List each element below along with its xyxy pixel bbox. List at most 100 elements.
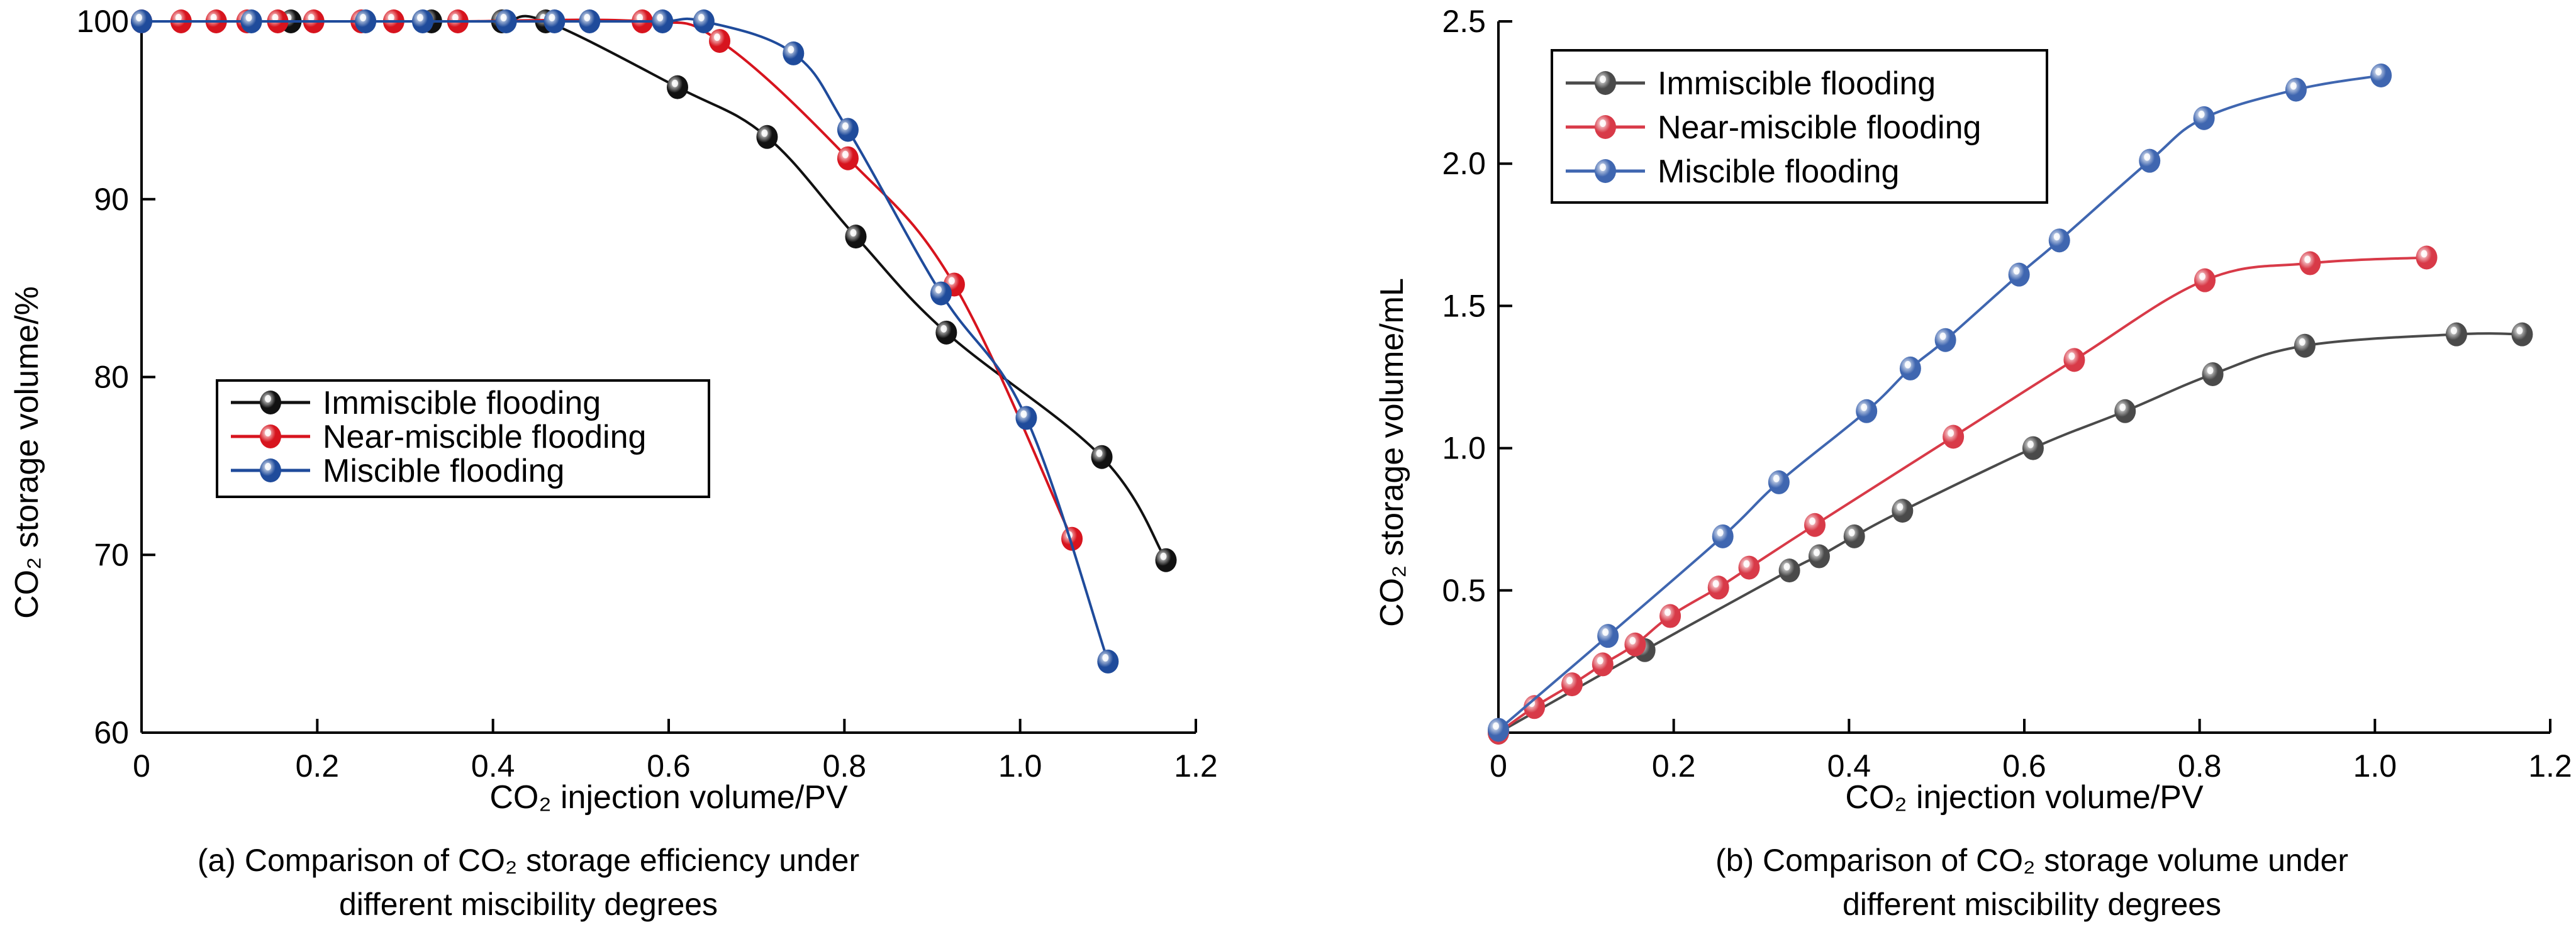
data-point (837, 118, 859, 142)
x-tick-label: 1.2 (2528, 748, 2572, 784)
x-tick-label: 0.4 (1827, 748, 1871, 784)
data-point (2022, 436, 2044, 460)
data-point (1597, 624, 1619, 648)
x-tick-label: 1.2 (1174, 748, 1218, 784)
legend-item: Immiscible flooding (1566, 65, 1936, 102)
figure-caption: (a) Comparison of CO₂ storage efficiency… (198, 843, 859, 878)
data-point (1624, 632, 1646, 657)
data-point (2202, 362, 2224, 386)
y-tick-label: 100 (77, 4, 129, 39)
data-point (693, 9, 715, 33)
x-tick-label: 0 (133, 748, 150, 784)
data-point (1808, 544, 1830, 569)
data-point (1707, 575, 1729, 600)
data-point (2008, 262, 2030, 287)
legend-item: Immiscible flooding (231, 385, 601, 421)
data-point (1659, 604, 1681, 628)
data-point (652, 9, 674, 33)
x-tick-label: 0 (1490, 748, 1507, 784)
data-point (2285, 77, 2307, 102)
legend-marker (260, 425, 281, 448)
data-point (411, 9, 433, 33)
x-tick-label: 0.4 (471, 748, 515, 784)
data-point (240, 9, 262, 33)
data-point (2294, 333, 2316, 358)
data-point (355, 9, 377, 33)
data-point (1778, 558, 1800, 583)
data-point (1738, 555, 1760, 580)
data-point (544, 9, 566, 33)
data-point (579, 9, 601, 33)
data-point (709, 29, 731, 53)
chart-panel-a: 0 0.2 0.4 0.6 0.8 1.0 1.2 60 70 80 90 100 CO₂ inject… (9, 4, 1218, 922)
legend-item: Near-miscible flooding (231, 419, 646, 455)
data-point (2416, 245, 2438, 270)
data-point (1488, 718, 1509, 742)
data-point (756, 125, 778, 149)
data-point (930, 281, 952, 306)
data-point (1934, 328, 1956, 352)
legend-marker (1595, 159, 1616, 183)
data-point (2511, 322, 2533, 347)
data-point (2114, 399, 2136, 423)
data-point (1892, 499, 1914, 523)
series-near-miscible-flooding (1488, 245, 2438, 745)
data-point (1768, 470, 1790, 494)
y-axis-title: CO₂ storage volume/mL (1374, 278, 1410, 627)
data-point (845, 225, 867, 249)
data-point (1856, 399, 1878, 423)
data-point (495, 9, 517, 33)
x-tick-label: 1.0 (2353, 748, 2397, 784)
series-immiscible-flooding (1488, 322, 2533, 745)
data-point (1712, 524, 1734, 548)
x-tick-label: 0.8 (823, 748, 867, 784)
data-point (666, 75, 688, 99)
data-point (1097, 649, 1119, 674)
series-line (1498, 332, 2523, 734)
legend-item: Miscible flooding (1566, 153, 1899, 190)
x-tick-label: 0.6 (647, 748, 691, 784)
data-point (2370, 63, 2392, 87)
chart-panel-b: 0 0.2 0.4 0.6 0.8 1.0 1.2 0.5 1.0 1.5 2.0 2.5 CO₂ in… (1374, 4, 2572, 922)
data-point (2048, 228, 2070, 253)
x-tick-label: 1.0 (998, 748, 1042, 784)
figure-caption: different miscibility degrees (1843, 887, 2221, 922)
data-point (2193, 106, 2215, 130)
y-tick-label: 1.5 (1442, 288, 1486, 323)
legend-label: Immiscible flooding (323, 385, 601, 421)
data-point (1804, 513, 1826, 537)
y-tick-label: 0.5 (1442, 573, 1486, 608)
x-tick-label: 0.2 (296, 748, 340, 784)
series-miscible-flooding (1488, 63, 2392, 742)
legend-box (216, 379, 710, 498)
legend-item: Miscible flooding (231, 453, 564, 489)
data-point (1561, 672, 1583, 697)
data-point (1899, 356, 1921, 380)
y-tick-label: 80 (94, 360, 129, 395)
figure-caption: (b) Comparison of CO₂ storage volume und… (1715, 843, 2348, 878)
data-point (2139, 148, 2161, 173)
data-point (1843, 524, 1865, 548)
x-tick-label: 0.2 (1652, 748, 1696, 784)
data-point (1061, 526, 1083, 551)
y-tick-label: 2.0 (1442, 146, 1486, 181)
y-tick-label: 2.5 (1442, 4, 1486, 39)
x-axis-title: CO₂ injection volume/PV (1845, 779, 2204, 816)
y-tick-label: 70 (94, 537, 129, 572)
legend-label: Near-miscible flooding (323, 419, 646, 455)
data-point (1091, 445, 1113, 469)
x-tick-label: 0.6 (2002, 748, 2046, 784)
data-point (1943, 425, 1965, 449)
legend-marker (1595, 71, 1616, 95)
y-axis-title: CO₂ storage volume/% (9, 286, 45, 619)
series-line (142, 17, 1110, 662)
data-point (1592, 652, 1614, 677)
data-point (2194, 268, 2216, 292)
data-point (2445, 322, 2467, 347)
data-point (2299, 251, 2321, 275)
y-tick-label: 1.0 (1442, 431, 1486, 466)
series-line (1497, 256, 2427, 734)
